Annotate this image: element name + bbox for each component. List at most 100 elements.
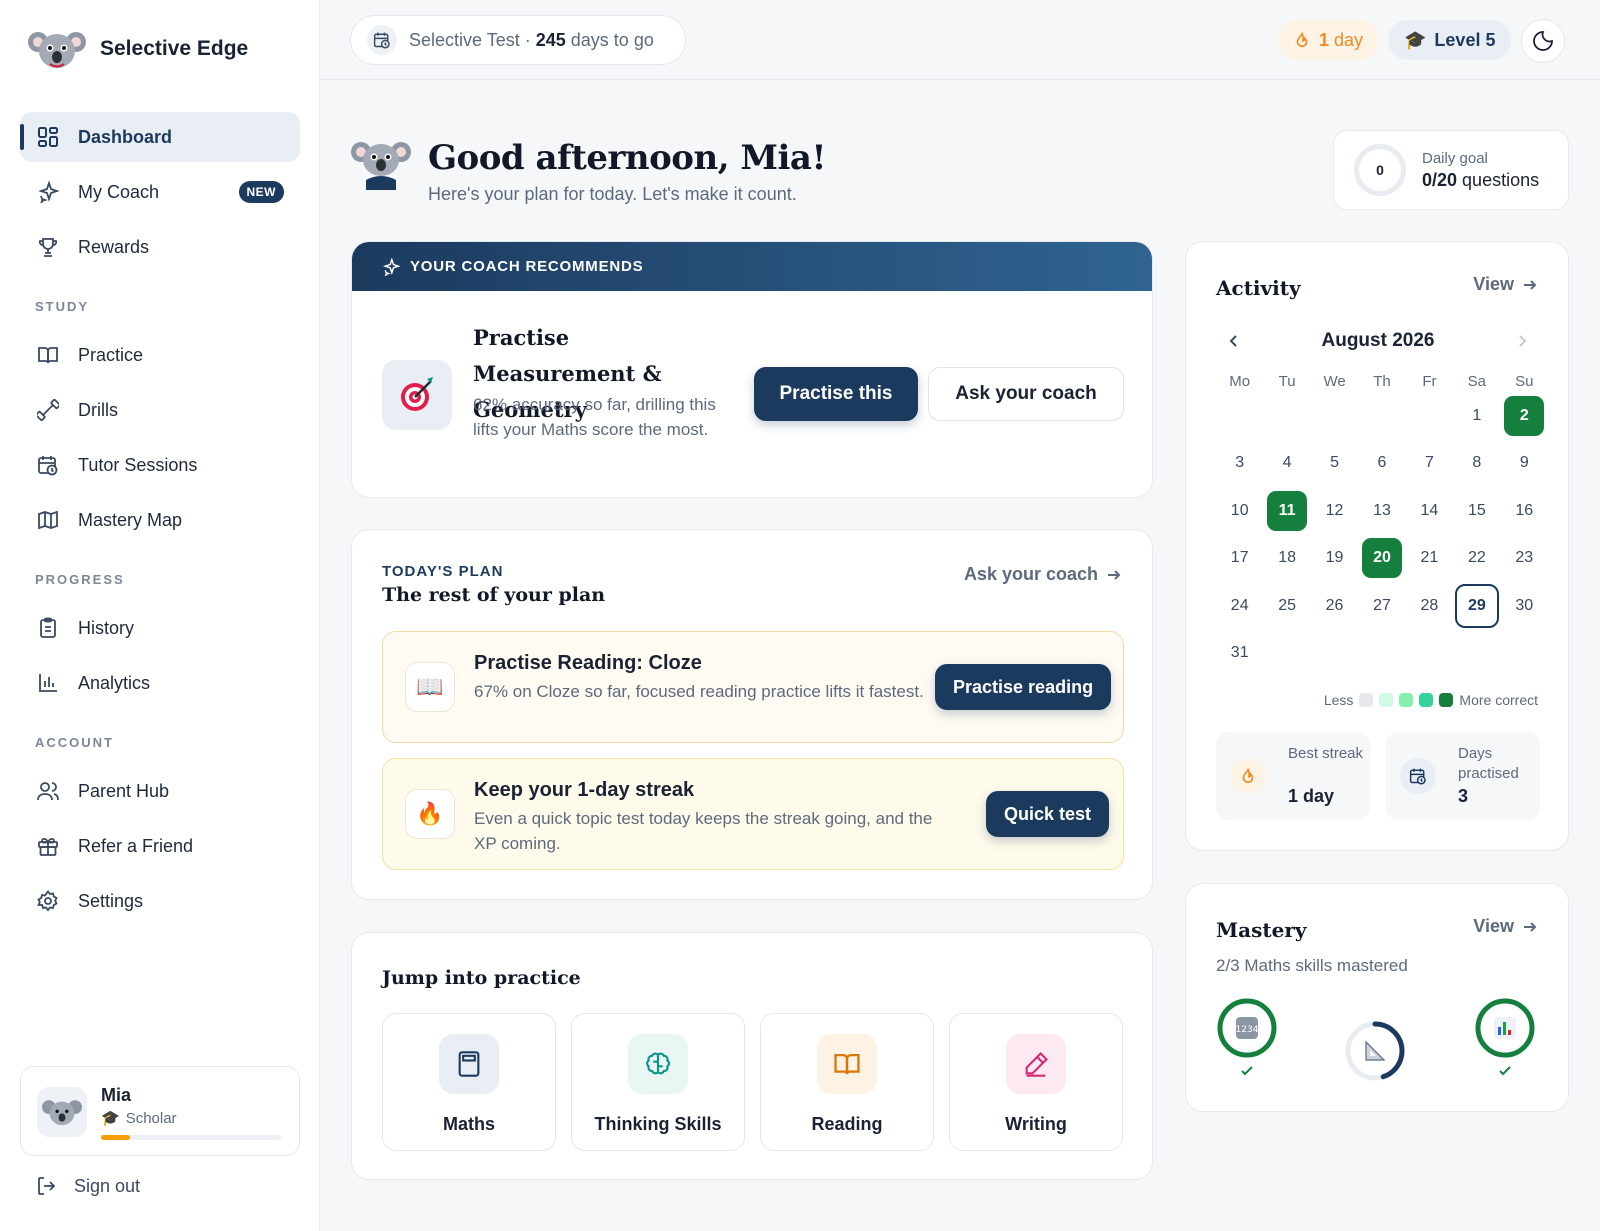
calendar-day[interactable]: 23	[1515, 549, 1534, 567]
profile-rank-label: Scholar	[125, 1109, 177, 1127]
calendar-day[interactable]: 17	[1230, 549, 1249, 567]
check-icon	[1241, 1066, 1253, 1076]
daily-goal-card[interactable]: 0 Daily goal 0/20 questions	[1333, 130, 1569, 210]
practise-this-button[interactable]: Practise this	[754, 367, 918, 421]
mastery-subtitle: 2/3 Maths skills mastered	[1216, 956, 1408, 975]
calendar-day[interactable]: 19	[1325, 549, 1344, 567]
sidebar-item-practice[interactable]: Practice	[20, 330, 300, 380]
calendar-day[interactable]: 4	[1282, 454, 1292, 472]
graduation-cap-icon: 🎓	[1404, 29, 1427, 50]
open-book-icon: 📖	[405, 662, 455, 712]
plan-ask-coach-label: Ask your coach	[963, 564, 1098, 584]
sidebar-item-rewards[interactable]: Rewards	[20, 222, 300, 272]
calendar-day[interactable]: 6	[1377, 454, 1387, 472]
plan-title: The rest of your plan	[382, 584, 606, 606]
theme-toggle-button[interactable]	[1521, 19, 1565, 63]
sidebar-item-refer-a-friend[interactable]: Refer a Friend	[20, 821, 300, 871]
calendar-day[interactable]: 21	[1420, 549, 1439, 567]
calendar-day[interactable]: 5	[1330, 454, 1340, 472]
streak-pill[interactable]: 1 day	[1277, 20, 1380, 60]
sidebar-item-my-coach[interactable]: My Coach NEW	[20, 167, 300, 217]
calendar-day[interactable]: 22	[1467, 549, 1486, 567]
activity-card: Activity View August 2026 Mo Tu We Th Fr Sa Su…	[1185, 241, 1569, 851]
arrow-right-icon	[1524, 921, 1537, 932]
calendar-day[interactable]: 7	[1424, 454, 1434, 472]
chevron-left-icon[interactable]	[1226, 333, 1242, 349]
ask-your-coach-button[interactable]: Ask your coach	[928, 367, 1124, 421]
gear-icon	[36, 889, 60, 913]
open-book-icon	[817, 1034, 877, 1094]
sidebar-item-parent-hub[interactable]: Parent Hub	[20, 766, 300, 816]
check-icon	[1499, 1066, 1511, 1076]
sidebar-item-label: Parent Hub	[78, 780, 170, 801]
mastery-skill[interactable]	[1474, 997, 1536, 1079]
sidebar-item-label: Dashboard	[78, 126, 173, 147]
calendar-day[interactable]: 11	[1263, 487, 1310, 535]
profile-card[interactable]: Mia 🎓 Scholar	[20, 1066, 300, 1156]
subject-tile-writing[interactable]: Writing	[949, 1013, 1123, 1151]
sidebar-item-mastery-map[interactable]: Mastery Map	[20, 495, 300, 545]
calendar-day[interactable]: 31	[1230, 644, 1249, 662]
chart-icon	[1475, 998, 1535, 1058]
mastery-skill[interactable]: 1234	[1216, 997, 1278, 1079]
subject-tile-reading[interactable]: Reading	[760, 1013, 934, 1151]
mastery-view-link[interactable]: View	[1473, 916, 1538, 937]
calendar-day[interactable]: 1	[1472, 406, 1482, 424]
brand-name: Selective Edge	[100, 37, 249, 60]
calendar-day[interactable]: 15	[1467, 501, 1486, 519]
plan-ask-coach-link[interactable]: Ask your coach	[964, 564, 1122, 585]
activity-view-link[interactable]: View	[1473, 274, 1538, 295]
calendar-day[interactable]: 25	[1278, 596, 1297, 614]
legend-swatch	[1359, 693, 1374, 707]
test-countdown-pill[interactable]: Selective Test · 245 days to go	[350, 15, 686, 65]
calendar-day[interactable]: 20	[1358, 535, 1405, 583]
calendar-day[interactable]: 9	[1519, 454, 1529, 472]
calendar-day[interactable]: 16	[1515, 501, 1534, 519]
chevron-right-icon[interactable]	[1514, 333, 1530, 349]
sidebar-item-tutor-sessions[interactable]: Tutor Sessions	[20, 440, 300, 490]
calendar-day[interactable]: 8	[1472, 454, 1482, 472]
sidebar-item-dashboard[interactable]: Dashboard	[20, 112, 300, 162]
calendar-day[interactable]: 24	[1230, 596, 1249, 614]
coach-card-header-label: YOUR COACH RECOMMENDS	[410, 258, 644, 275]
brand[interactable]: Selective Edge	[28, 26, 248, 72]
numbers-icon: 1234	[1217, 998, 1277, 1058]
calendar-day[interactable]: 14	[1420, 501, 1439, 519]
level-pill[interactable]: 🎓 Level 5	[1388, 20, 1512, 60]
activity-title: Activity	[1216, 276, 1301, 300]
subject-tile-label: Writing	[1005, 1114, 1067, 1134]
mastery-skill[interactable]	[1344, 1020, 1406, 1082]
sidebar-item-label: Refer a Friend	[78, 835, 194, 856]
subject-tile-label: Reading	[811, 1114, 883, 1134]
countdown-text: Selective Test · 245 days to go	[409, 29, 654, 50]
calendar-day[interactable]: 28	[1420, 596, 1439, 614]
page-title: Good afternoon, Mia!	[428, 138, 826, 178]
calendar-day[interactable]: 18	[1278, 549, 1297, 567]
sign-out-button[interactable]: Sign out	[36, 1175, 140, 1197]
sidebar-item-history[interactable]: History	[20, 603, 300, 653]
sidebar-item-label: History	[78, 617, 135, 638]
sidebar-item-drills[interactable]: Drills	[20, 385, 300, 435]
plan-task-description: Even a quick topic test today keeps the …	[474, 809, 933, 853]
calendar-day[interactable]: 12	[1325, 501, 1344, 519]
subject-tile-maths[interactable]: Maths	[382, 1013, 556, 1151]
calendar-day[interactable]: 10	[1230, 501, 1249, 519]
calendar-day[interactable]: 13	[1373, 501, 1391, 519]
daily-goal-ring: 0	[1354, 144, 1406, 196]
calendar-day[interactable]: 30	[1515, 596, 1534, 614]
calendar-day[interactable]: 27	[1373, 596, 1391, 614]
calendar-day-today[interactable]: 29	[1453, 582, 1500, 630]
weekday-label: We	[1323, 373, 1346, 390]
practise-reading-button[interactable]: Practise reading	[935, 664, 1112, 710]
sidebar-item-settings[interactable]: Settings	[20, 876, 300, 926]
calendar-day[interactable]: 2	[1501, 392, 1548, 440]
calendar-day[interactable]: 3	[1235, 454, 1245, 472]
quick-test-button[interactable]: Quick test	[986, 791, 1110, 837]
mastery-title: Mastery	[1216, 918, 1307, 942]
subject-tile-thinking-skills[interactable]: Thinking Skills	[571, 1013, 745, 1151]
sidebar-item-analytics[interactable]: Analytics	[20, 658, 300, 708]
mastery-view-label: View	[1473, 916, 1514, 936]
weekday-label: Sa	[1467, 373, 1487, 390]
calendar-day[interactable]: 26	[1325, 596, 1344, 614]
coach-recommendation-card: YOUR COACH RECOMMENDS Practise Measureme…	[351, 241, 1153, 498]
